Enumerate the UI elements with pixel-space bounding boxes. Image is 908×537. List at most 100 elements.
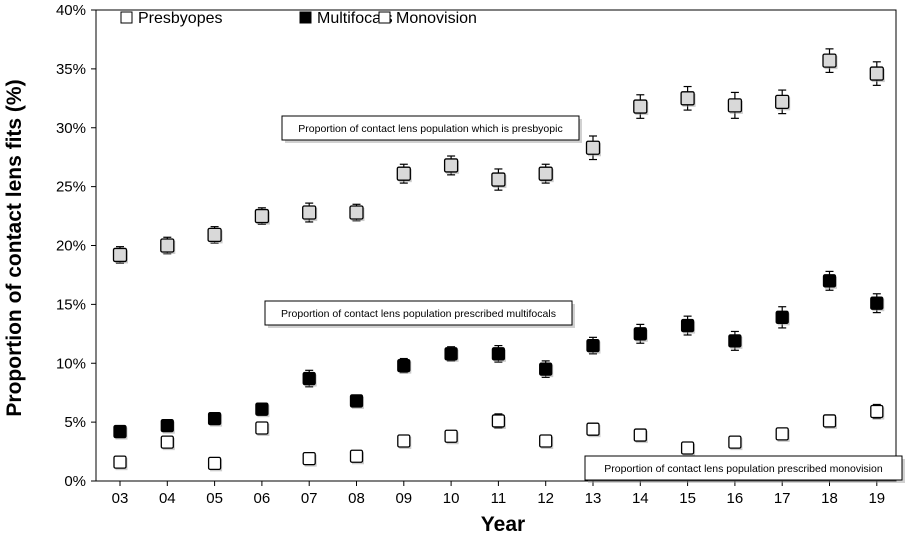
x-tick-label: 18 [821, 490, 838, 507]
y-tick-label: 40% [56, 2, 86, 19]
annotation: Proportion of contact lens population pr… [584, 455, 905, 483]
legend-item-monovision: Monovision [378, 10, 477, 27]
data-point [444, 429, 458, 443]
x-tick-label: 10 [443, 490, 460, 507]
data-point [491, 172, 506, 187]
data-point [728, 334, 742, 348]
data-point [443, 158, 459, 173]
data-point [112, 247, 128, 263]
data-point [822, 53, 837, 68]
data-point [680, 441, 695, 455]
y-tick-label: 10% [56, 355, 86, 372]
x-tick-label: 19 [868, 490, 885, 507]
legend-item-presbyopes: Presbyopes [120, 10, 223, 27]
data-point [869, 66, 884, 81]
data-point [586, 422, 600, 436]
x-tick-label: 17 [774, 490, 791, 507]
data-point [586, 338, 600, 353]
legend-label: Multifocals [317, 10, 393, 27]
x-tick-label: 11 [491, 490, 507, 507]
legend-item-multifocals: Multifocals [299, 10, 393, 27]
y-tick-label: 30% [56, 120, 86, 137]
y-axis-title: Proportion of contact lens fits (%) [3, 79, 26, 416]
x-tick-label: 09 [395, 490, 412, 507]
data-point [633, 428, 647, 442]
data-point [113, 424, 127, 439]
annotation-text: Proportion of contact lens population pr… [281, 308, 556, 320]
data-point [160, 435, 174, 449]
y-tick-label: 15% [56, 296, 86, 313]
data-point [728, 435, 742, 449]
series-multifocals [113, 270, 885, 440]
legend-swatch [378, 11, 391, 24]
y-tick-label: 20% [56, 238, 86, 255]
series-layer [112, 48, 885, 472]
data-point [396, 166, 411, 181]
data-point [302, 451, 316, 466]
x-tick-label: 06 [254, 490, 271, 507]
data-point [255, 402, 269, 416]
data-point [633, 99, 648, 114]
y-tick-label: 35% [56, 61, 86, 78]
data-point [822, 414, 837, 428]
legend-swatch [120, 11, 133, 24]
x-axis-title: Year [481, 513, 525, 536]
data-point [160, 419, 174, 433]
data-point [349, 449, 364, 463]
data-point [302, 205, 317, 220]
annotation: Proportion of contact lens population wh… [281, 115, 582, 143]
data-point [491, 414, 506, 428]
x-tick-label: 08 [348, 490, 365, 507]
data-point [680, 318, 695, 333]
data-point [775, 427, 789, 441]
data-point [585, 140, 601, 155]
plot-frame [95, 9, 897, 482]
data-point [207, 227, 222, 243]
x-tick-label: 13 [585, 490, 602, 507]
data-point [349, 394, 364, 408]
data-point [397, 358, 411, 373]
x-tick-label: 05 [206, 490, 223, 507]
data-point [538, 166, 553, 181]
y-tick-label: 5% [64, 414, 86, 431]
data-point [302, 371, 316, 386]
data-point [160, 238, 175, 253]
legend-label: Monovision [396, 10, 477, 27]
annotation-box [584, 455, 903, 481]
data-point [539, 434, 553, 448]
series-presbyopes [112, 48, 885, 264]
data-point [870, 296, 884, 310]
y-tick-label: 0% [64, 473, 86, 490]
data-point [113, 455, 127, 469]
data-point [633, 327, 647, 341]
legend-label: Presbyopes [138, 10, 223, 27]
x-tick-label: 14 [632, 490, 649, 507]
data-point [397, 434, 411, 448]
data-point [727, 98, 743, 113]
legend-swatch [299, 11, 312, 24]
x-tick-label: 12 [537, 490, 554, 507]
data-point [349, 205, 364, 220]
x-tick-label: 15 [679, 490, 696, 507]
x-tick-label: 04 [159, 490, 176, 507]
data-point [870, 404, 884, 419]
series-monovision [113, 403, 885, 472]
annotation-text: Proportion of contact lens population wh… [298, 123, 562, 135]
annotation-text: Proportion of contact lens population pr… [604, 463, 883, 475]
data-point [254, 208, 270, 224]
data-point [680, 91, 695, 106]
axes: 0% 5% 10% 15% 20% 25% 30% 35% 40% 03 04 05 06 07 08 09 1… [56, 2, 885, 507]
legend: Presbyopes Multifocals Monovision [120, 10, 477, 27]
data-point [207, 456, 222, 470]
data-point [775, 94, 790, 109]
plot-area [95, 9, 897, 482]
annotation-box [281, 115, 580, 141]
data-point [775, 310, 789, 324]
annotations: Proportion of contact lens population wh… [264, 115, 905, 483]
annotation-box [264, 300, 573, 326]
data-point [444, 347, 458, 361]
x-tick-label: 03 [112, 490, 129, 507]
x-tick-label: 16 [727, 490, 744, 507]
data-point [207, 411, 222, 426]
